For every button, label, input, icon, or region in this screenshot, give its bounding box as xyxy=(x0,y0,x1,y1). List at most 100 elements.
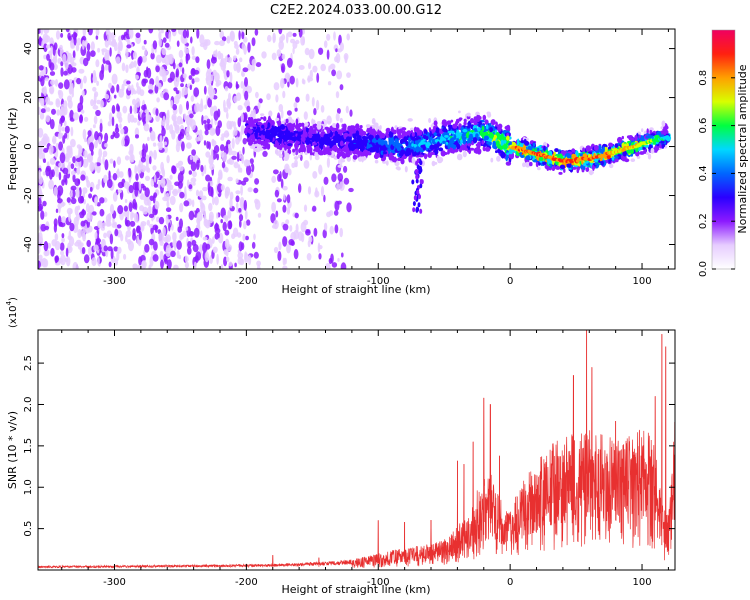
heatmap-cell xyxy=(125,64,129,73)
heatmap-cell xyxy=(226,111,229,120)
heatmap-cell xyxy=(228,220,232,230)
heatmap-cell xyxy=(298,65,305,70)
heatmap-cell xyxy=(82,128,87,140)
heatmap-cell xyxy=(239,196,245,206)
heatmap-cell xyxy=(65,247,69,257)
heatmap-cell xyxy=(116,156,122,165)
heatmap-cell xyxy=(61,201,65,208)
heatmap-cell xyxy=(520,140,525,144)
heatmap-cell xyxy=(48,179,54,190)
heatmap-cell xyxy=(80,45,87,57)
heatmap-cell xyxy=(271,224,277,229)
heatmap-cell xyxy=(55,208,59,213)
heatmap-cell xyxy=(364,141,367,147)
heatmap-cell xyxy=(78,68,85,74)
heatmap-cell xyxy=(86,50,91,62)
heatmap-cell xyxy=(368,134,374,140)
heatmap-cell xyxy=(456,153,463,161)
heatmap-cell xyxy=(495,150,498,154)
heatmap-cell xyxy=(192,181,196,186)
heatmap-cell xyxy=(42,200,47,207)
heatmap-cell xyxy=(333,210,339,216)
heatmap-cell xyxy=(246,164,252,176)
heatmap-cell xyxy=(76,37,81,46)
heatmap-cell xyxy=(296,136,303,142)
svg-text:(x104): (x104) xyxy=(5,297,19,328)
heatmap-cell xyxy=(61,237,65,243)
heatmap-cell xyxy=(593,144,599,151)
y-tick-label: 2.0 xyxy=(23,397,34,413)
heatmap-cell xyxy=(116,103,120,112)
heatmap-cell xyxy=(263,116,267,122)
heatmap-cell xyxy=(158,216,165,225)
heatmap-cell xyxy=(164,257,168,264)
snr-series xyxy=(38,330,675,569)
y-tick-label: 20 xyxy=(23,91,34,104)
heatmap-cell xyxy=(367,148,373,152)
heatmap-cell xyxy=(121,62,126,72)
x-tick-label: -200 xyxy=(235,276,258,287)
heatmap-cell xyxy=(529,161,533,167)
heatmap-cell xyxy=(415,160,419,166)
heatmap-cell xyxy=(77,108,81,113)
heatmap-cell xyxy=(415,147,420,152)
heatmap-cell xyxy=(102,155,105,165)
colorbar-tick-label: 0.0 xyxy=(698,261,709,277)
snr-ylabel: SNR (10 * v/v) xyxy=(6,411,19,489)
heatmap-cell xyxy=(318,47,324,55)
heatmap-cell xyxy=(416,189,420,195)
heatmap-cell xyxy=(293,130,299,134)
heatmap-cell xyxy=(282,90,286,99)
heatmap-cell xyxy=(208,155,214,166)
heatmap-cell xyxy=(67,235,73,241)
heatmap-cell xyxy=(350,143,357,150)
heatmap-cell xyxy=(141,104,146,111)
heatmap-cell xyxy=(245,235,249,241)
heatmap-cell xyxy=(532,142,536,147)
x-tick-label: -100 xyxy=(367,577,390,588)
heatmap-cell xyxy=(201,195,207,201)
heatmap-cell xyxy=(227,81,233,89)
heatmap-cell xyxy=(374,159,379,164)
heatmap-cell xyxy=(179,202,184,213)
heatmap-cell xyxy=(221,161,226,169)
heatmap-cell xyxy=(53,186,58,197)
heatmap-cell xyxy=(116,170,120,175)
heatmap-cell xyxy=(216,153,219,161)
heatmap-cell xyxy=(71,67,77,73)
heatmap-cell xyxy=(305,93,310,102)
heatmap-cell xyxy=(108,62,112,73)
heatmap-cell xyxy=(248,140,254,144)
heatmap-cell xyxy=(283,193,286,201)
heatmap-cell xyxy=(61,216,66,224)
heatmap-cell xyxy=(109,204,115,215)
heatmap-cell xyxy=(141,260,146,269)
heatmap-cell xyxy=(260,113,265,116)
heatmap-cell xyxy=(639,151,645,155)
heatmap-cell xyxy=(90,50,96,57)
heatmap-cell xyxy=(113,41,118,52)
heatmap-cell xyxy=(429,144,435,150)
heatmap-cell xyxy=(420,144,426,148)
heatmap-cell xyxy=(451,130,455,135)
heatmap-cell xyxy=(449,146,454,154)
heatmap-cell xyxy=(130,210,134,221)
heatmap-cell xyxy=(215,79,222,86)
heatmap-cell xyxy=(298,29,303,38)
heatmap-cell xyxy=(189,113,194,119)
heatmap-cell xyxy=(153,174,157,183)
heatmap-cell xyxy=(183,200,190,207)
heatmap-cell xyxy=(155,54,162,64)
heatmap-cell xyxy=(211,138,215,145)
heatmap-cell xyxy=(240,112,244,123)
heatmap-cell xyxy=(277,120,282,127)
heatmap-cell xyxy=(129,154,134,163)
heatmap-cell xyxy=(85,203,90,213)
heatmap-cell xyxy=(245,159,251,167)
heatmap-cell xyxy=(238,241,243,252)
heatmap-cell xyxy=(144,112,150,123)
x-tick-label: 0 xyxy=(507,276,513,287)
spectrogram-heatmap xyxy=(38,29,672,269)
heatmap-cell xyxy=(165,123,170,131)
heatmap-cell xyxy=(64,132,68,139)
